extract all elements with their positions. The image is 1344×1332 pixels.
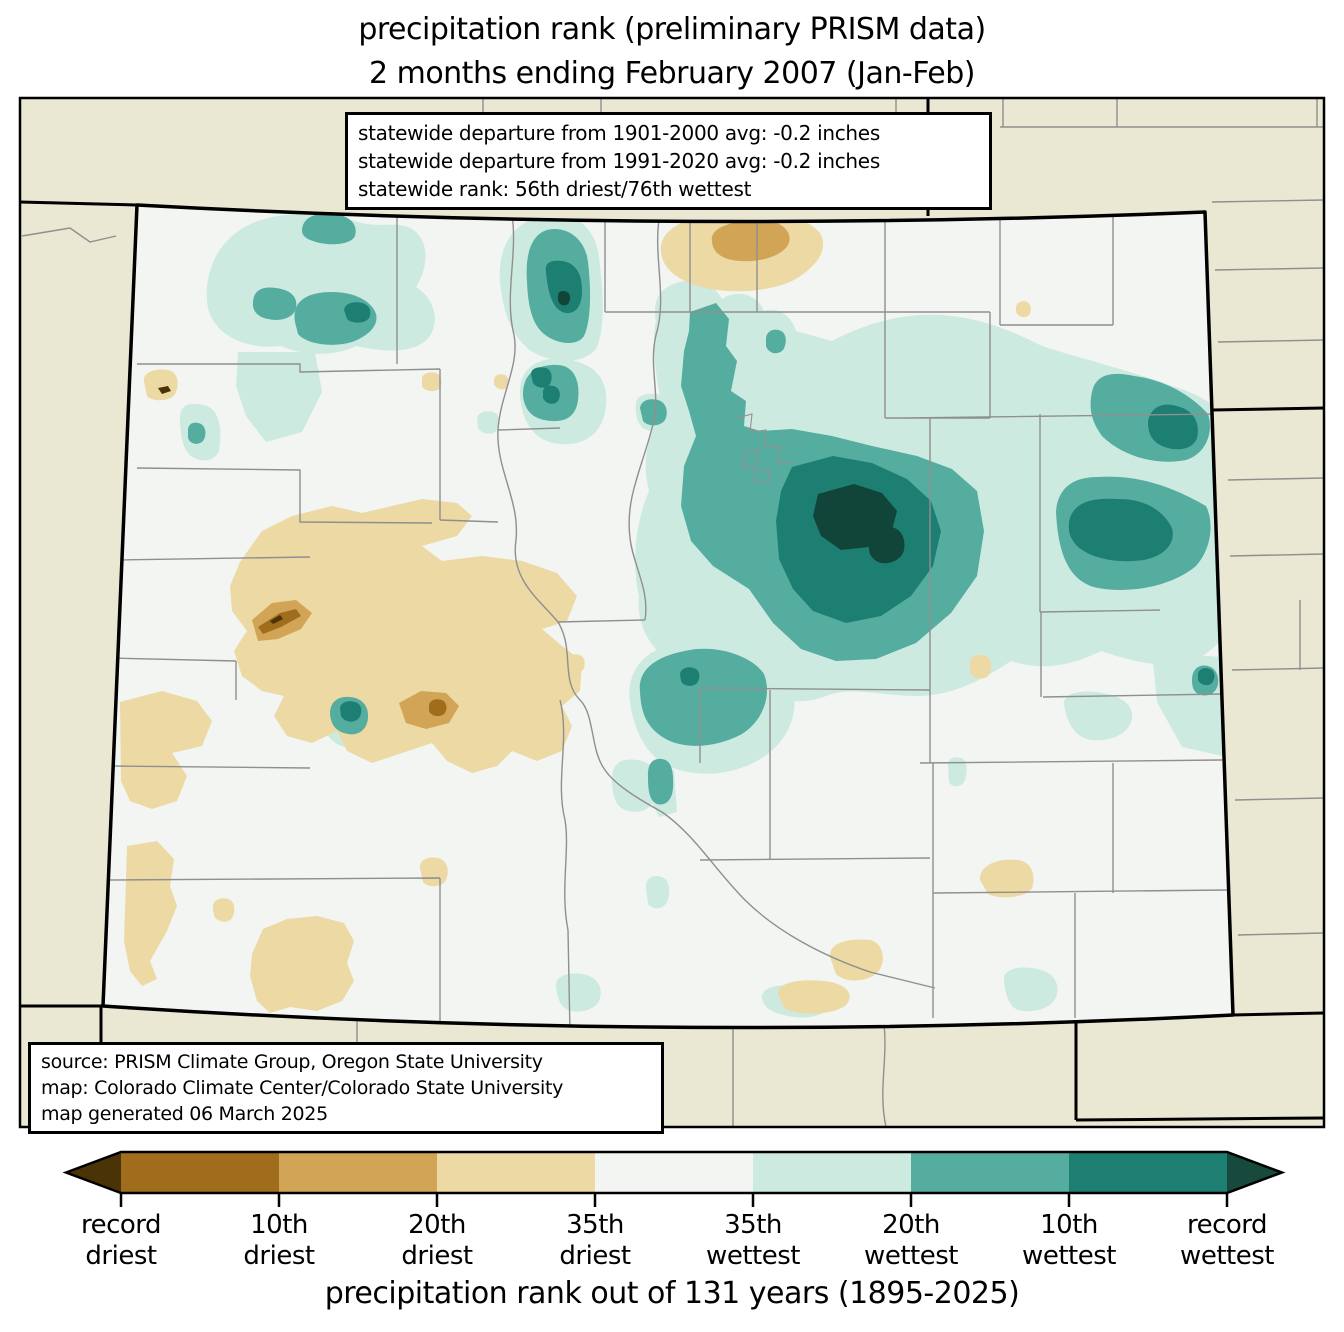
- tick-label-line-2: driest: [85, 1240, 157, 1271]
- source-line-1: source: PRISM Climate Group, Oregon Stat…: [41, 1051, 543, 1073]
- colorbar-tick-label: 35th wettest: [706, 1210, 800, 1271]
- figure-title: precipitation rank (preliminary PRISM da…: [0, 8, 1344, 95]
- colorbar-segment-6: [1069, 1152, 1227, 1193]
- source-line-2: map: Colorado Climate Center/Colorado St…: [41, 1077, 564, 1100]
- tick-label-line-2: wettest: [1022, 1240, 1116, 1271]
- source-line-3: map generated 06 March 2025: [41, 1103, 328, 1126]
- tick-label-line-2: driest: [559, 1240, 631, 1271]
- colorbar: [62, 1150, 1286, 1207]
- tick-label-line-1: 10th: [250, 1210, 308, 1240]
- map-frame: [18, 96, 1326, 1129]
- colorbar-tick-label: record driest: [80, 1210, 162, 1271]
- colorbar-arrow-record-wettest: [1227, 1152, 1282, 1193]
- colorbar-segment-4: [753, 1152, 911, 1193]
- colorbar-segment-3: [595, 1152, 753, 1193]
- colorbar-caption: precipitation rank out of 131 years (189…: [324, 1276, 1020, 1311]
- colorbar-segment-0: [121, 1152, 279, 1193]
- tick-label-line-1: 35th: [724, 1210, 782, 1240]
- tick-label-line-2: wettest: [1180, 1240, 1274, 1271]
- source-attribution-box: source: PRISM Climate Group, Oregon Stat…: [28, 1042, 664, 1135]
- county-borders: [105, 213, 1229, 1028]
- tick-label-line-2: driest: [401, 1240, 473, 1271]
- tick-label-line-2: driest: [243, 1240, 315, 1271]
- statewide-stats-box: statewide departure from 1901-2000 avg: …: [345, 112, 992, 210]
- stats-line-2: statewide departure from 1991-2020 avg: …: [358, 149, 880, 173]
- stats-line-1: statewide departure from 1901-2000 avg: …: [358, 121, 880, 145]
- colorado-state-border: [101, 203, 1235, 1030]
- tick-label-line-2: wettest: [864, 1240, 958, 1271]
- tick-label-line-1: record: [80, 1210, 162, 1240]
- tick-label-line-1: 35th: [566, 1210, 624, 1240]
- colorbar-tick-label: 20th driest: [401, 1210, 473, 1271]
- colorbar-tick-label: 10th driest: [243, 1210, 315, 1271]
- map-region-10th-driest: [258, 609, 447, 717]
- title-line-1: precipitation rank (preliminary PRISM da…: [358, 12, 986, 47]
- tick-label-line-1: 10th: [1040, 1210, 1098, 1240]
- colorbar-arrow-record-driest: [66, 1152, 121, 1193]
- colorbar-tick-label: record wettest: [1180, 1210, 1274, 1271]
- colorbar-segment-5: [911, 1152, 1069, 1193]
- tick-label-line-1: record: [1186, 1210, 1268, 1240]
- tick-label-line-1: 20th: [882, 1210, 940, 1240]
- denver-metro-county-borders: [736, 413, 795, 483]
- stats-line-3: statewide rank: 56th driest/76th wettest: [358, 177, 752, 201]
- title-line-2: 2 months ending February 2007 (Jan-Feb): [368, 55, 976, 91]
- tick-label-line-2: wettest: [706, 1240, 800, 1271]
- colorbar-segment-1: [279, 1152, 437, 1193]
- colorbar-tick-label: 20th wettest: [864, 1210, 958, 1271]
- colorbar-segment-2: [437, 1152, 595, 1193]
- map-region-record-driest: [158, 386, 283, 624]
- map-region-record-wettest: [558, 291, 905, 564]
- tick-label-line-1: 20th: [408, 1210, 466, 1240]
- colorbar-tick-label: 10th wettest: [1022, 1210, 1116, 1271]
- colorbar-tick-label: 35th driest: [559, 1210, 631, 1271]
